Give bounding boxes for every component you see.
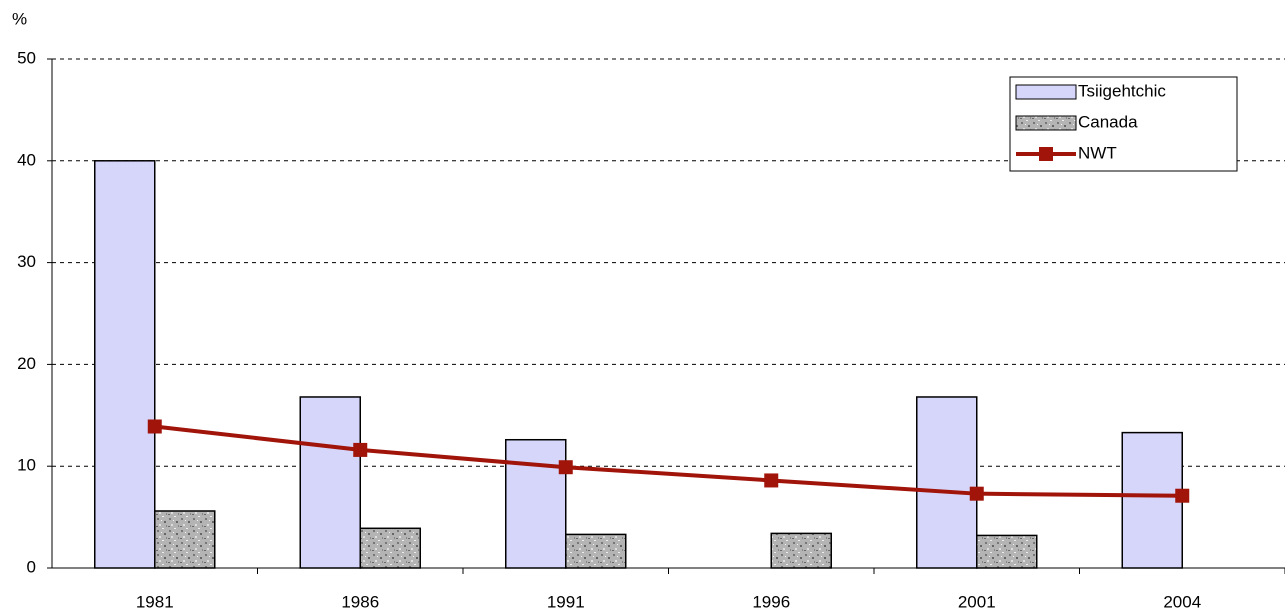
legend-label: NWT — [1078, 143, 1117, 162]
y-tick-label: 10 — [17, 456, 36, 475]
bar — [916, 396, 978, 569]
bar — [359, 527, 421, 569]
legend-label: Canada — [1078, 112, 1138, 131]
bar — [565, 533, 627, 569]
x-tick-label: 1986 — [341, 592, 379, 611]
x-tick-label: 1991 — [547, 592, 585, 611]
line-marker — [969, 486, 984, 501]
line — [154, 424, 1183, 498]
y-tick-label: 50 — [17, 48, 36, 67]
line-marker — [558, 460, 573, 475]
y-tick-label: 30 — [17, 252, 36, 271]
bar — [1121, 431, 1183, 569]
bar — [299, 396, 361, 569]
legend-label: Tsiigehtchic — [1078, 81, 1166, 100]
y-axis-label: % — [12, 9, 27, 28]
y-tick-label: 40 — [17, 150, 36, 169]
x-tick-label: 1981 — [136, 592, 174, 611]
line-marker — [147, 419, 162, 434]
y-tick-label: 20 — [17, 354, 36, 373]
bar — [976, 534, 1038, 569]
x-tick-label: 1996 — [752, 592, 790, 611]
line-marker — [1175, 488, 1190, 503]
bar — [505, 438, 567, 569]
bar — [94, 160, 156, 569]
line-marker — [353, 442, 368, 457]
y-tick-label: 0 — [27, 557, 36, 576]
bar — [770, 532, 832, 569]
bar — [154, 510, 216, 569]
x-tick-label: 2004 — [1163, 592, 1201, 611]
legend-marker — [1039, 147, 1053, 161]
line-marker — [764, 473, 779, 488]
legend-swatch — [1015, 115, 1077, 131]
x-tick-label: 2001 — [958, 592, 996, 611]
legend-swatch — [1015, 84, 1077, 100]
